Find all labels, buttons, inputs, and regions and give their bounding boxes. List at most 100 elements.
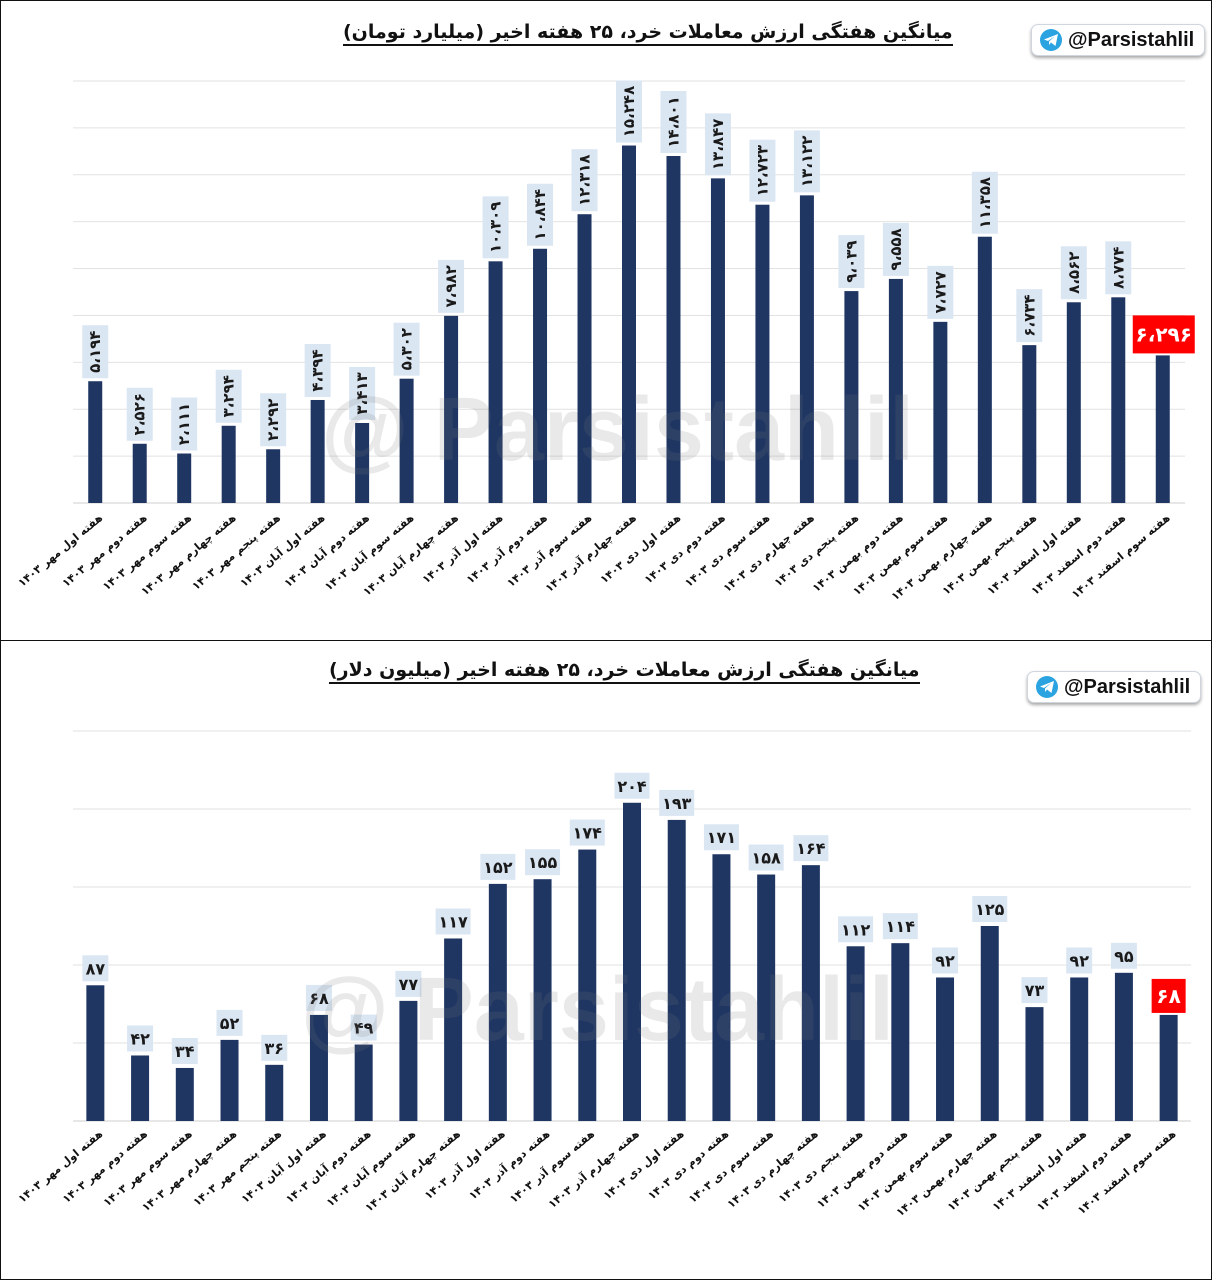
- highlight-label-box: [1132, 315, 1195, 354]
- bar: [309, 1014, 328, 1121]
- value-label-box: [1066, 947, 1093, 974]
- bar: [177, 453, 192, 503]
- value-label: ۱۲،۳۱۸: [576, 154, 594, 205]
- bar-chart-dollar: ۸۷ هفته اول مهر ۱۴۰۳ ۴۲ هفته دوم مهر ۱۴۰۳ ۳۴…: [16, 730, 1191, 1219]
- value-label: ۳۴: [175, 1042, 195, 1061]
- value-label: ۲،۵۲۶: [131, 393, 149, 435]
- value-label: ۷،۷۲۷: [931, 271, 949, 313]
- value-label-box: [659, 789, 695, 816]
- bar: [980, 926, 999, 1121]
- category-tick-label: هفته دوم دی ۱۴۰۳: [645, 1127, 731, 1202]
- category-tick-label: هفته دوم آبان ۱۴۰۳: [283, 1127, 374, 1207]
- bar: [577, 214, 592, 503]
- bar: [355, 422, 370, 503]
- bar: [623, 802, 641, 1121]
- telegram-icon: [1036, 676, 1058, 698]
- bar: [712, 854, 731, 1121]
- value-label: ۹۲: [1069, 951, 1089, 970]
- highlight-label-box: [1151, 978, 1186, 1013]
- chart-title: میانگین هفتگی ارزش معاملات خرد، ۲۵ هفته …: [329, 659, 920, 684]
- value-label-box: [216, 1009, 243, 1036]
- value-label: ۱۵۵: [528, 853, 558, 872]
- bar: [578, 849, 597, 1121]
- category-tick-label: هفته سوم دی ۱۴۰۳: [686, 1127, 776, 1205]
- value-label: ۱۵۸: [752, 849, 782, 868]
- value-label-box: [748, 844, 784, 871]
- bar: [1066, 302, 1081, 503]
- value-label-box: [1021, 977, 1048, 1004]
- value-label: ۷،۹۸۲: [442, 265, 460, 307]
- bar: [936, 977, 955, 1121]
- bar: [88, 381, 103, 503]
- value-label-box: [435, 908, 471, 935]
- channel-badge[interactable]: @Parsistahlil: [1027, 671, 1202, 703]
- bar: [221, 425, 236, 503]
- value-label: ۲۰۴: [617, 777, 647, 796]
- category-tick-label: هفته دوم مهر ۱۴۰۳: [60, 511, 150, 589]
- value-label-box: [525, 849, 561, 876]
- bar: [533, 248, 548, 503]
- value-label: ۹،۰۳۹: [842, 240, 860, 282]
- bar: [220, 1039, 239, 1121]
- value-label-box: [882, 913, 918, 940]
- bar: [846, 946, 865, 1121]
- bar: [1159, 1014, 1178, 1121]
- value-label-box: [393, 322, 420, 376]
- bar: [310, 399, 325, 503]
- value-label-box: [704, 113, 731, 176]
- value-label: ۷۷: [399, 975, 419, 994]
- value-label: ۱۷۴: [573, 824, 603, 843]
- value-label: ۳۶: [264, 1039, 284, 1058]
- chart-title: میانگین هفتگی ارزش معاملات خرد، ۲۵ هفته …: [343, 21, 953, 46]
- value-label: ۷۳: [1025, 981, 1045, 1000]
- bar: [1070, 977, 1089, 1121]
- category-tick-label: هفته اول آذر ۱۴۰۳: [419, 511, 505, 587]
- chart-panel-dollar: ۸۷ هفته اول مهر ۱۴۰۳ ۴۲ هفته دوم مهر ۱۴۰۳ ۳۴…: [0, 640, 1212, 1280]
- bar: [399, 378, 414, 503]
- category-tick-label: هفته سوم دی ۱۴۰۳: [682, 511, 772, 589]
- value-label-box: [395, 970, 422, 997]
- value-label-box: [1016, 289, 1043, 343]
- value-label: ۴۹: [354, 1019, 374, 1038]
- value-label-box: [932, 947, 959, 974]
- value-label: ۱۱۲: [841, 920, 871, 939]
- value-label-box: [616, 80, 642, 143]
- value-label-box: [882, 222, 909, 276]
- bar: [533, 879, 552, 1121]
- channel-name: @Parsistahlil: [1064, 675, 1191, 698]
- value-label: ۶۸: [309, 989, 329, 1008]
- value-label: ۱۵۲: [483, 858, 513, 877]
- value-label: ۱۹۳: [662, 794, 692, 813]
- bar: [354, 1044, 373, 1121]
- channel-badge[interactable]: @Parsistahlil: [1031, 24, 1206, 56]
- category-tick-label: هفته دوم مهر ۱۴۰۳: [60, 1127, 150, 1205]
- value-label-box: [304, 343, 331, 397]
- value-label-box: [438, 259, 465, 313]
- bar: [757, 874, 776, 1121]
- category-tick-label: هفته اول آبان ۱۴۰۳: [237, 511, 328, 590]
- value-label-box: [482, 196, 509, 259]
- value-label-box: [260, 393, 287, 447]
- value-label: ۱۱،۳۵۸: [976, 177, 994, 228]
- bar: [891, 943, 910, 1121]
- bar: [444, 315, 459, 503]
- category-tick-label: هفته سوم آذر ۱۴۰۳: [507, 1127, 598, 1206]
- category-tick-label: هفته سوم آذر ۱۴۰۳: [504, 511, 595, 590]
- bar: [933, 321, 948, 503]
- value-label-box: [82, 955, 109, 982]
- value-label: ۱۱۷: [438, 912, 468, 931]
- bar: [1111, 297, 1126, 503]
- category-tick-label: هفته اول دی ۱۴۰۳: [601, 1127, 687, 1202]
- value-label: ۱۱۴: [886, 917, 916, 936]
- value-label-box: [350, 1014, 377, 1041]
- bar: [888, 278, 903, 503]
- value-label: ۱۴،۸۰۱: [664, 96, 682, 147]
- value-label: ۲،۲۹۲: [264, 399, 282, 441]
- bar: [844, 291, 859, 503]
- channel-name: @Parsistahlil: [1068, 28, 1195, 51]
- value-label-box: [838, 235, 865, 289]
- highlight-value-label: ۶،۲۹۶: [1136, 322, 1192, 346]
- category-tick-label: هفته پنجم مهر ۱۴۰۳: [191, 1127, 285, 1208]
- value-label: ۲،۱۱۱: [175, 403, 193, 445]
- bar: [666, 155, 681, 503]
